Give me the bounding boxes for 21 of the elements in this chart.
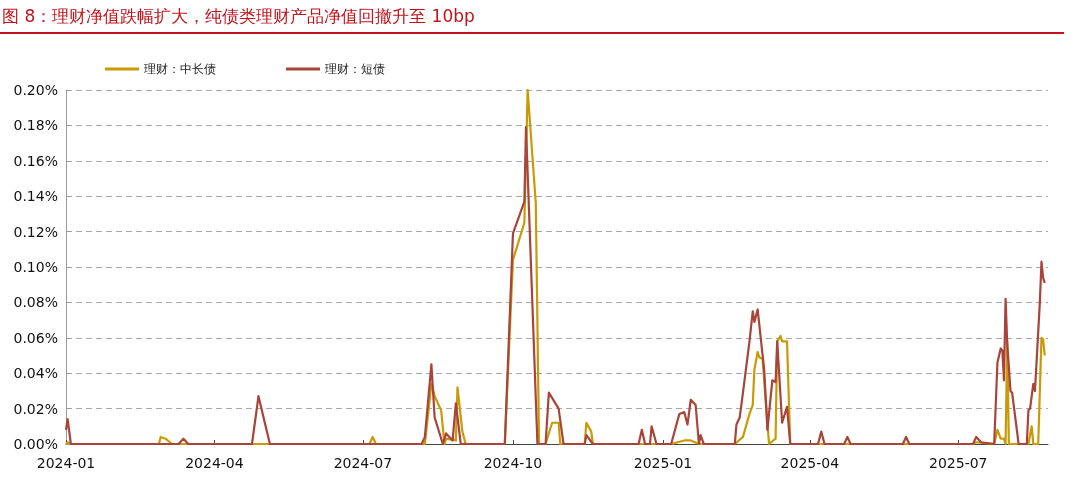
- y-tick-label: 0.02%: [13, 400, 58, 417]
- y-tick-label: 0.18%: [13, 117, 58, 134]
- x-tick-label: 2024-07: [333, 455, 393, 471]
- x-tick-label: 2025-07: [929, 455, 988, 471]
- y-tick-label: 0.06%: [13, 329, 58, 346]
- chart-title: 图 8：理财净值跌幅扩大，纯债类理财产品净值回撤升至 10bp: [0, 4, 1064, 34]
- y-tick-label: 0.20%: [13, 82, 58, 98]
- y-tick-label: 0.00%: [13, 436, 58, 452]
- legend-label: 理财：短债: [325, 62, 385, 76]
- x-tick-label: 2025-04: [780, 455, 840, 471]
- x-tick-label: 2024-10: [483, 455, 543, 471]
- x-tick-label: 2025-01: [633, 455, 693, 471]
- y-tick-label: 0.04%: [13, 365, 58, 382]
- legend-label: 理财：中长债: [144, 62, 216, 76]
- x-tick-label: 2024-04: [185, 455, 244, 471]
- y-tick-label: 0.12%: [13, 223, 58, 240]
- y-tick-label: 0.08%: [13, 294, 58, 311]
- y-tick-label: 0.10%: [13, 259, 58, 275]
- y-tick-label: 0.16%: [13, 152, 58, 169]
- x-tick-label: 2024-01: [36, 455, 96, 471]
- y-tick-label: 0.14%: [13, 188, 58, 205]
